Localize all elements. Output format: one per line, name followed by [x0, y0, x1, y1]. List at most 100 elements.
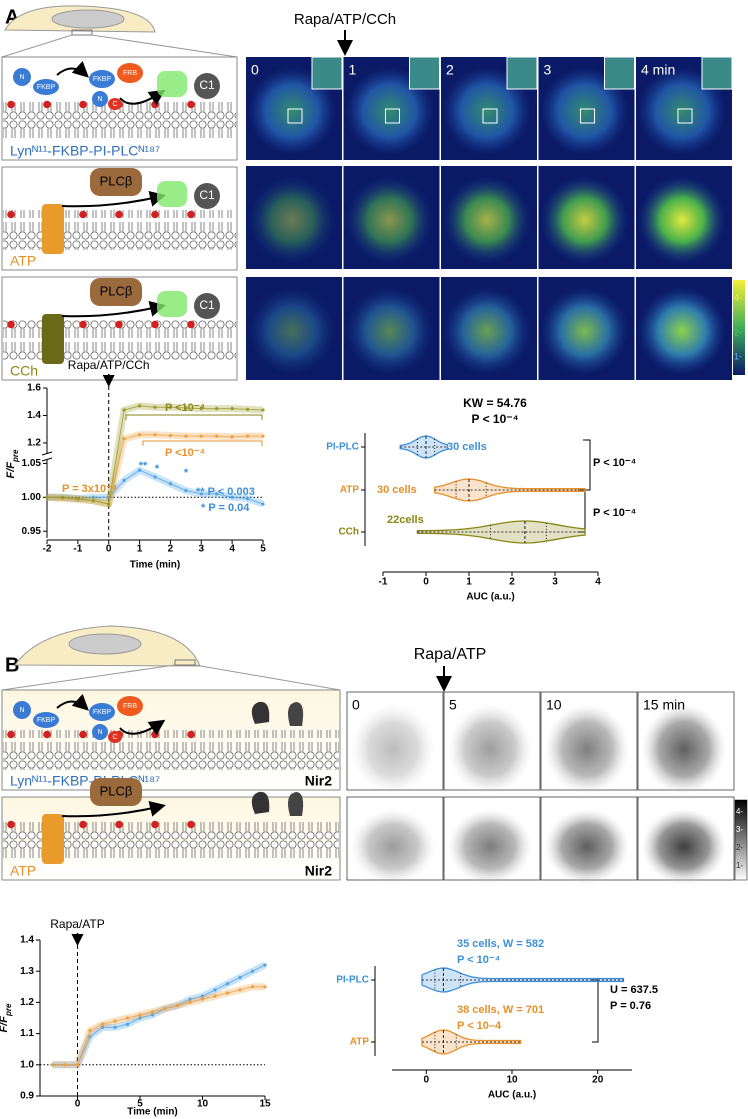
data-point: [137, 433, 142, 437]
x-tick-label: 3: [552, 577, 558, 588]
cell-sketch: [1, 5, 341, 691]
colorbar: [733, 280, 745, 375]
data-point: [168, 433, 173, 438]
cell-signal: [545, 704, 629, 794]
data-point: [213, 988, 217, 992]
chart-title: KW = 54.76: [463, 396, 527, 410]
protein-label: Nir2: [305, 773, 332, 789]
schematic-title: CCh: [10, 363, 38, 379]
comparison-label: P = 0.76: [610, 1000, 651, 1012]
cell-signal: [638, 176, 726, 264]
data-point: [250, 969, 255, 973]
time-label: 2: [446, 62, 454, 78]
series-line: [52, 964, 266, 1066]
cell-signal: [443, 176, 531, 264]
cell-signal: [642, 809, 726, 884]
protein-label: PLCβ: [100, 283, 133, 298]
cell-signal: [351, 704, 435, 794]
y-tick-label: 1.3: [20, 966, 34, 977]
chart-subtitle: P < 10⁻⁴: [471, 412, 518, 426]
receptor: [42, 204, 64, 254]
protein-label: N: [19, 707, 24, 714]
protein-label: Nir2: [305, 863, 332, 879]
data-point: [137, 468, 142, 472]
data-point: [91, 495, 95, 499]
data-point: [215, 492, 219, 496]
data-point: [88, 1028, 92, 1033]
comparison-label: P < 10⁻⁴: [593, 507, 636, 519]
protein-label: FKBP: [37, 84, 56, 91]
protein-label: C: [112, 101, 117, 108]
cell-signal: [540, 287, 629, 375]
data-point: [261, 408, 265, 412]
roi: [287, 108, 303, 124]
nir2-shape: [251, 701, 270, 724]
receptor: [42, 814, 64, 864]
data-point: [199, 492, 203, 496]
data-point: [100, 1022, 105, 1026]
inset: [701, 56, 733, 90]
time-label: 15 min: [643, 697, 685, 713]
y-tick-label: 0.95: [22, 526, 42, 537]
x-tick-label: 2: [509, 577, 515, 588]
arrow: [61, 801, 166, 818]
pip2-head: [151, 730, 159, 739]
nir2-shape: [251, 791, 270, 814]
data-point: [200, 997, 205, 1001]
pip2-head: [79, 320, 87, 329]
cell-signal: [545, 809, 629, 884]
data-point: [184, 434, 188, 438]
pip2-head: [187, 100, 195, 109]
pip2-head: [79, 100, 87, 109]
annotation: P <10⁻⁴: [165, 402, 205, 414]
data-point: [200, 994, 205, 998]
pip2-head: [43, 100, 51, 109]
protein: [117, 696, 143, 716]
pip2-head: [115, 210, 123, 219]
x-axis-label: AUC (a.u.): [466, 592, 514, 603]
annotation: ** P < 0.003: [196, 486, 255, 498]
protein: [92, 724, 108, 740]
data-point: [150, 1013, 155, 1017]
x-axis-label: Time (min): [130, 560, 180, 571]
x-tick-label: -1: [73, 544, 82, 555]
stimulus-label: Rapa/ATP/CCh: [294, 11, 396, 28]
data-point: [250, 985, 255, 989]
cell-signal: [638, 287, 726, 375]
plc: [90, 778, 142, 806]
colorbar-tick: 3-: [736, 825, 743, 834]
y-tick-label: 1.4: [20, 935, 34, 946]
cell-signal: [448, 704, 532, 794]
y-tick-label: 1.2: [20, 997, 34, 1008]
x-tick-label: 10: [197, 1099, 209, 1110]
protein: [92, 91, 108, 107]
data-point: [184, 488, 188, 493]
data-point: [91, 499, 95, 503]
plc: [90, 278, 142, 306]
cell-signal: [345, 176, 434, 264]
pip2-head: [79, 210, 87, 219]
data-point: [230, 407, 234, 411]
violin-label: 22cells: [387, 514, 424, 526]
x-tick-label: 5: [260, 544, 266, 555]
nir2-shape: [288, 702, 304, 726]
y-axis-label-main: F/F: [5, 462, 17, 479]
protein: [108, 98, 122, 110]
data-point: [122, 437, 126, 441]
schematic-title: ATP: [10, 863, 36, 879]
series-band: [52, 983, 265, 1069]
y-axis-label-sub: pre: [11, 449, 20, 463]
inset: [506, 56, 538, 90]
data-point: [238, 975, 242, 980]
x-tick-label: 2: [168, 544, 174, 555]
comparison-label: U = 637.5: [610, 984, 658, 996]
stimulus-label: Rapa/ATP: [414, 646, 487, 663]
pip2-head: [43, 730, 51, 739]
x-tick-label: 0: [106, 544, 112, 555]
pip2-head: [7, 820, 15, 829]
cell-signal: [345, 287, 434, 375]
probe: [157, 291, 187, 317]
x-axis-label: Time (min): [127, 1107, 177, 1118]
